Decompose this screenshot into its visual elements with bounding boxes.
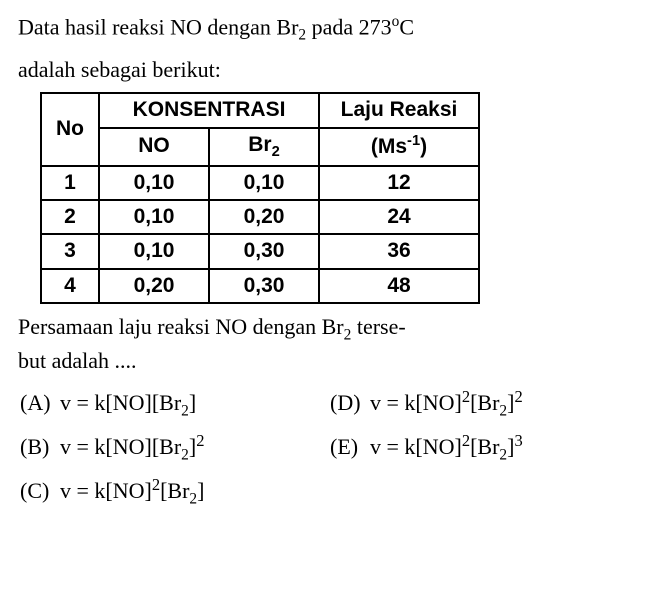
f-pre: v = k[NO]	[370, 434, 462, 459]
choice-key: (C)	[20, 476, 60, 506]
f-pre: v = k[NO][Br	[60, 390, 181, 415]
q1-part-b: pada 273	[306, 14, 392, 39]
cell-no-val: 0,20	[99, 269, 209, 303]
th-br2-a: Br	[248, 133, 271, 156]
choice-formula: v = k[NO]2[Br2]3	[370, 432, 523, 466]
f-pre: v = k[NO]	[370, 390, 462, 415]
f-pre: v = k[NO]	[60, 478, 152, 503]
data-table: No KONSENTRASI Laju Reaksi NO Br2 (Ms-1)…	[40, 92, 480, 304]
cell-no-val: 0,10	[99, 200, 209, 234]
cell-no: 2	[41, 200, 99, 234]
f-exp-no: 2	[462, 387, 470, 406]
table-header-row-1: No KONSENTRASI Laju Reaksi	[41, 93, 479, 127]
choice-d: (D) v = k[NO]2[Br2]2	[330, 388, 650, 422]
choice-b: (B) v = k[NO][Br2]2	[20, 432, 320, 466]
table-row: 2 0,10 0,20 24	[41, 200, 479, 234]
f-mid: [Br	[160, 478, 189, 503]
th-ms-a: (Ms	[371, 135, 407, 158]
cell-br2-val: 0,30	[209, 269, 319, 303]
th-konsentrasi: KONSENTRASI	[99, 93, 319, 127]
choice-a: (A) v = k[NO][Br2]	[20, 388, 320, 422]
f-mid: [Br	[470, 390, 499, 415]
cell-br2-val: 0,30	[209, 234, 319, 268]
choice-formula: v = k[NO]2[Br2]2	[370, 388, 523, 422]
question-line-1: Data hasil reaksi NO dengan Br2 pada 273…	[18, 12, 645, 47]
f-suf: ]	[189, 390, 196, 415]
th-ms-sup: -1	[407, 133, 420, 149]
f-exp-no: 2	[152, 475, 160, 494]
question-tail: Persamaan laju reaksi NO dengan Br2 ters…	[18, 312, 645, 376]
tail-c: but adalah ....	[18, 348, 137, 373]
th-msinv: (Ms-1)	[319, 128, 479, 166]
th-br2-sub: 2	[272, 144, 280, 160]
choice-formula: v = k[NO]2[Br2]	[60, 476, 204, 510]
question-line-2: adalah sebagai berikut:	[18, 55, 645, 85]
f-sub: 2	[499, 446, 507, 463]
table-header-row-2: NO Br2 (Ms-1)	[41, 128, 479, 166]
cell-no: 4	[41, 269, 99, 303]
f-sub: 2	[499, 402, 507, 419]
f-exp-br: 2	[514, 387, 522, 406]
cell-no: 3	[41, 234, 99, 268]
f-exp-br: 3	[514, 431, 522, 450]
choice-formula: v = k[NO][Br2]	[60, 388, 196, 422]
th-no-col: NO	[99, 128, 209, 166]
cell-no-val: 0,10	[99, 234, 209, 268]
cell-rate: 12	[319, 166, 479, 200]
f-exp-br: 2	[196, 431, 204, 450]
choice-key: (E)	[330, 432, 370, 462]
tail-a: Persamaan laju reaksi NO dengan Br	[18, 314, 344, 339]
cell-br2-val: 0,10	[209, 166, 319, 200]
cell-rate: 36	[319, 234, 479, 268]
th-ms-b: )	[420, 135, 427, 158]
choice-key: (A)	[20, 388, 60, 418]
f-sub: 2	[181, 446, 189, 463]
f-pre: v = k[NO][Br	[60, 434, 181, 459]
th-no: No	[41, 93, 99, 165]
table-row: 3 0,10 0,30 36	[41, 234, 479, 268]
cell-no-val: 0,10	[99, 166, 209, 200]
tail-b: terse-	[351, 314, 405, 339]
f-mid: [Br	[470, 434, 499, 459]
cell-no: 1	[41, 166, 99, 200]
f-sub: 2	[181, 402, 189, 419]
choice-c: (C) v = k[NO]2[Br2]	[20, 476, 320, 510]
f-suf: ]	[197, 478, 204, 503]
choice-e: (E) v = k[NO]2[Br2]3	[330, 432, 650, 466]
answer-choices: (A) v = k[NO][Br2] (D) v = k[NO]2[Br2]2 …	[20, 388, 645, 511]
f-sub: 2	[189, 491, 197, 508]
th-laju: Laju Reaksi	[319, 93, 479, 127]
q1-part-a: Data hasil reaksi NO dengan Br	[18, 14, 298, 39]
cell-rate: 24	[319, 200, 479, 234]
q1-part-c: C	[399, 14, 414, 39]
cell-br2-val: 0,20	[209, 200, 319, 234]
choice-key: (B)	[20, 432, 60, 462]
cell-rate: 48	[319, 269, 479, 303]
choice-key: (D)	[330, 388, 370, 418]
f-exp-no: 2	[462, 431, 470, 450]
th-br2-col: Br2	[209, 128, 319, 166]
q1-sub-2: 2	[298, 27, 306, 44]
choice-formula: v = k[NO][Br2]2	[60, 432, 204, 466]
table-row: 1 0,10 0,10 12	[41, 166, 479, 200]
table-row: 4 0,20 0,30 48	[41, 269, 479, 303]
